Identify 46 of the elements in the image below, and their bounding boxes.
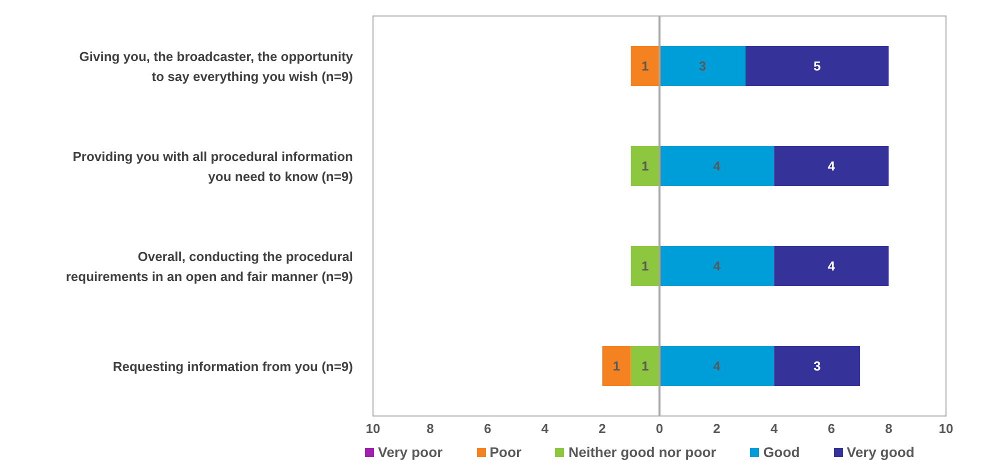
- data-label: 3: [813, 358, 821, 374]
- x-tick-label: 6: [828, 421, 836, 436]
- bar: [660, 246, 774, 286]
- y-tick-label: Overall, conducting the procedural requirements in an open and fair manner (n=9): [66, 248, 353, 284]
- y-tick-label: Providing you with all procedural information you need to know (n=9): [72, 148, 354, 184]
- x-tick-label: 2: [598, 421, 606, 436]
- x-tick-label: 0: [656, 421, 664, 436]
- x-tick-label: 8: [426, 421, 434, 436]
- data-label: 1: [642, 258, 649, 274]
- bar: [660, 146, 774, 186]
- y-tick-label: Giving you, the broadcaster, the opportunity to say everything you wish (n=9): [79, 48, 354, 84]
- x-tick-label: 6: [484, 421, 492, 436]
- bar: [630, 146, 660, 186]
- bar: [660, 346, 774, 386]
- x-tick-label: 8: [885, 421, 892, 436]
- data-label: 4: [713, 358, 722, 374]
- data-label: 1: [642, 58, 649, 74]
- x-tick-label: 10: [366, 421, 380, 436]
- data-label: 3: [698, 58, 706, 74]
- bar: [745, 46, 889, 86]
- bar: [602, 346, 631, 386]
- data-label: 1: [642, 358, 649, 374]
- bar: [660, 46, 746, 86]
- x-tick-label: 10: [938, 421, 954, 436]
- data-label: 4: [828, 258, 836, 274]
- data-label: 4: [713, 158, 722, 174]
- bar: [774, 346, 860, 386]
- x-tick-label: 4: [770, 421, 778, 436]
- data-label: 4: [828, 158, 836, 174]
- x-tick-label: 4: [541, 421, 550, 436]
- bar: [774, 246, 889, 286]
- bar: [630, 346, 660, 386]
- bar: [630, 46, 660, 86]
- legend-label: Very good: [846, 444, 914, 460]
- legend-label: Poor: [490, 444, 522, 460]
- data-label: 1: [612, 358, 620, 374]
- data-label: 1: [642, 158, 649, 174]
- data-label: 4: [713, 258, 722, 274]
- legend-label: Neither good nor poor: [568, 444, 716, 460]
- y-tick-label: Requesting information from you (n=9): [112, 358, 353, 374]
- data-label: 5: [813, 58, 821, 74]
- bar: [630, 246, 660, 286]
- legend-label: Very poor: [378, 444, 443, 460]
- x-tick-label: 2: [713, 421, 720, 436]
- bar: [774, 146, 889, 186]
- legend-label: Good: [763, 444, 800, 460]
